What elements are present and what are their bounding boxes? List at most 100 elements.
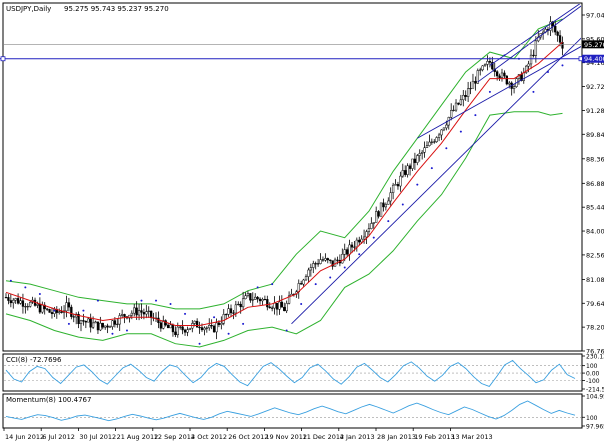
candle-body	[91, 322, 95, 328]
date-tick-label: 6 Jul 2012	[42, 433, 75, 441]
date-tick-label: 4 Jan 2013	[340, 433, 375, 441]
date-tick-label: 14 Jun 2012	[5, 433, 44, 441]
candle-body	[232, 312, 235, 314]
parabolic-sar-dot	[169, 302, 172, 305]
indicator-tick-label: -100	[586, 378, 600, 385]
candle-body	[89, 318, 92, 328]
candle-body	[118, 315, 121, 325]
candle-body	[508, 82, 511, 85]
current-price-tag	[582, 40, 604, 49]
candle-body	[375, 211, 378, 223]
candle-body	[280, 301, 283, 308]
parabolic-sar-dot	[125, 329, 128, 332]
candle-body	[263, 299, 267, 301]
cci-plot-area[interactable]	[4, 359, 581, 387]
candle-body	[183, 329, 187, 333]
candle-body	[94, 321, 97, 324]
candle-body	[222, 314, 225, 324]
candle-body	[358, 239, 361, 243]
candle-body	[9, 300, 12, 304]
candle-body	[285, 303, 288, 312]
candle-body	[181, 326, 184, 331]
candle-body	[331, 260, 334, 267]
price-panel-frame	[2, 2, 583, 352]
candle-body	[220, 322, 223, 325]
price-panel[interactable]: USDJPY,Daily 95.275 95.743 95.237 95.270…	[0, 0, 604, 356]
candle-body	[14, 298, 17, 301]
momentum-panel[interactable]: Momentum(8) 100.4767 104.9546 100 97.9657	[2, 393, 604, 431]
candle-body	[270, 307, 274, 309]
trendline-2	[489, 4, 581, 66]
candle-body	[411, 158, 414, 169]
parabolic-sar-dot	[474, 114, 477, 117]
candle-body	[341, 253, 344, 264]
date-tick-label: 19 Feb 2013	[414, 433, 454, 441]
candle-body	[38, 303, 42, 313]
candle-body	[512, 86, 516, 89]
candle-body	[254, 296, 257, 300]
candle-body	[558, 35, 562, 43]
date-tick-label: 11 Dec 2012	[303, 433, 345, 441]
candle-body	[326, 258, 329, 261]
candle-body	[457, 102, 460, 105]
candle-body	[437, 134, 441, 138]
level-price-tag-label: 94.400	[584, 55, 604, 63]
candle-body	[479, 69, 482, 71]
momentum-plot-area[interactable]	[4, 400, 581, 422]
candle-body	[321, 259, 325, 261]
price-plot-area[interactable]	[0, 0, 604, 348]
parabolic-sar-dot	[329, 276, 332, 279]
candle-body	[198, 326, 201, 329]
candle-body	[65, 302, 68, 312]
cci-label: CCI(8) -72.7696	[6, 356, 62, 364]
parabolic-sar-dot	[111, 332, 114, 335]
indicator-tick-label: 104.9546	[586, 394, 604, 401]
candle-body	[261, 299, 264, 302]
price-axis: 97.040 95.600 94.160 92.720 91.280 89.840 88.3…	[582, 12, 604, 356]
candle-body	[418, 153, 421, 156]
candle-body	[387, 200, 390, 205]
candle-body	[21, 300, 25, 307]
candle-body	[75, 313, 78, 318]
candle-body	[309, 267, 313, 271]
date-tick-label: 28 Jan 2013	[377, 433, 416, 441]
candle-body	[355, 239, 358, 248]
candle-body	[41, 304, 44, 313]
candle-body	[379, 202, 383, 217]
candle-body	[147, 310, 150, 312]
price-tick-label: 89.840	[586, 131, 604, 139]
candle-body	[430, 141, 433, 143]
candle-body	[471, 80, 475, 89]
candle-body	[60, 311, 63, 313]
candle-body	[215, 322, 218, 333]
candle-body	[99, 322, 102, 331]
candle-body	[549, 21, 552, 31]
indicator-tick-label: 100	[586, 363, 598, 370]
candle-body	[84, 321, 87, 323]
candle-body	[307, 269, 310, 277]
candle-body	[345, 249, 349, 255]
candle-body	[314, 263, 317, 265]
candle-body	[316, 263, 320, 265]
parabolic-sar-dot	[401, 203, 404, 206]
candle-body	[450, 110, 453, 118]
candle-body	[130, 312, 133, 316]
candle-body	[241, 298, 245, 308]
candle-body	[372, 222, 375, 224]
candle-body	[433, 141, 436, 143]
candle-body	[498, 75, 501, 79]
candle-body	[425, 145, 429, 148]
candle-body	[532, 54, 535, 56]
candle-body	[26, 306, 29, 308]
candle-body	[476, 70, 479, 84]
candle-body	[108, 326, 112, 328]
candle-body	[229, 308, 233, 314]
candle-body	[200, 327, 204, 331]
parabolic-sar-dot	[9, 279, 12, 282]
price-tick-label: 81.080	[586, 276, 604, 284]
date-tick-label: 26 Oct 2012	[228, 433, 268, 441]
price-series-group	[4, 4, 581, 348]
